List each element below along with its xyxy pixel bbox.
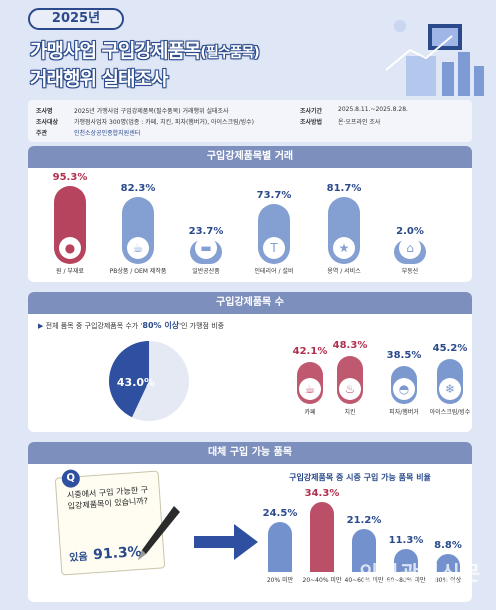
info-key: 조사대상 bbox=[36, 119, 59, 126]
chicken-icon: ♨ bbox=[339, 377, 361, 400]
info-row-period: 조사기간 2025.8.11.~2025.8.28. bbox=[300, 106, 470, 115]
watermark-subtitle: incheon metropolitan newspaper bbox=[354, 592, 470, 600]
bar bbox=[310, 502, 334, 572]
title-main: 가맹사업 구입강제품목 bbox=[30, 40, 201, 62]
desc-prefix: 전체 품목 중 구입강제품목 수가 ' bbox=[45, 322, 143, 330]
pct-label: 11.3% bbox=[388, 534, 424, 546]
industry-label: 피자/햄버거 bbox=[389, 409, 419, 416]
desc-highlight: 80% 이상 bbox=[142, 321, 180, 330]
burger-icon: ◓ bbox=[393, 378, 415, 400]
range-label: 20% 미만 bbox=[266, 577, 294, 584]
pill-bar: ☕ bbox=[122, 196, 154, 264]
category-label: 용역 / 서비스 bbox=[327, 268, 361, 275]
category-label: PB상품 / OEM 제작품 bbox=[109, 268, 167, 275]
pct-label: 23.7% bbox=[188, 226, 224, 237]
range-label: 20~40% 미만 bbox=[302, 577, 342, 584]
pill-bar: T bbox=[258, 203, 290, 264]
pill-bar: ▬ bbox=[190, 237, 222, 264]
info-value: 온·오프라인 조사 bbox=[338, 119, 381, 126]
info-row-host: 주관 인천소상공인종합지원센터 bbox=[36, 128, 276, 137]
info-key: 주관 bbox=[36, 130, 48, 137]
pie-label: 43.0% bbox=[117, 376, 155, 389]
pct-label: 95.3% bbox=[52, 171, 88, 183]
pct-label: 2.0% bbox=[396, 226, 424, 237]
answer-text: 있음 91.3% bbox=[68, 541, 142, 565]
pct-label: 8.8% bbox=[434, 540, 462, 552]
bullet-icon: ▶ bbox=[38, 322, 44, 330]
info-row-method: 조사방법 온·오프라인 조사 bbox=[300, 117, 470, 126]
section-header: 구입강제품목 수 bbox=[28, 292, 472, 314]
desc-suffix: '인 가맹점 비중 bbox=[179, 322, 225, 330]
pill-bar: ☕ bbox=[297, 361, 323, 404]
pct-label: 34.3% bbox=[304, 488, 340, 499]
cup-package-icon: ☕ bbox=[127, 236, 149, 259]
bar-chart-title: 구입강제품목 중 시중 구입 가능 품목 비율 bbox=[289, 473, 431, 482]
pie-slice bbox=[109, 341, 149, 418]
question-badge: Q bbox=[61, 469, 81, 489]
info-row-subject: 조사명 2025년 가맹사업 구입강제품목(필수품목) 거래행위 실태조사 bbox=[36, 106, 276, 115]
coffee-cup-icon: ☕ bbox=[299, 377, 321, 400]
paint-roller-icon: T bbox=[263, 236, 285, 259]
pill-bar: ♨ bbox=[337, 355, 363, 404]
arrow-right-icon bbox=[194, 524, 258, 560]
chart-illustration-icon bbox=[385, 20, 484, 96]
industry-label: 치킨 bbox=[344, 409, 356, 416]
house-icon: ⌂ bbox=[399, 237, 421, 259]
industry-label: 카페 bbox=[304, 409, 316, 416]
pct-label: 42.1% bbox=[292, 345, 328, 357]
info-row-target: 조사대상 가맹점사업자 300명(업종 : 카페, 치킨, 피자(햄버거), 아이… bbox=[36, 117, 306, 126]
section-alternatives: 대체 구입 가능 품목 구입강제품목 중 시중 구입 가능 품목 비율 24.5… bbox=[28, 442, 472, 602]
bar bbox=[394, 548, 418, 572]
pct-label: 81.7% bbox=[326, 183, 362, 194]
coffee-beans-icon: ● bbox=[59, 236, 81, 259]
pct-label: 48.3% bbox=[332, 339, 368, 351]
container-icon: ▬ bbox=[195, 237, 217, 259]
info-value: 2025.8.11.~2025.8.28. bbox=[338, 106, 408, 113]
survey-info-box: 조사명 2025년 가맹사업 구입강제품목(필수품목) 거래행위 실태조사 조사대… bbox=[28, 100, 472, 142]
bar bbox=[352, 528, 376, 572]
category-label: 일반공산품 bbox=[192, 268, 220, 275]
info-key: 조사기간 bbox=[300, 108, 323, 115]
industry-label: 아이스크림/빙수 bbox=[429, 409, 471, 416]
pill-bar: ❄ bbox=[437, 358, 463, 404]
section-header: 대체 구입 가능 품목 bbox=[28, 442, 472, 464]
pct-label: 73.7% bbox=[256, 189, 292, 201]
category-label: 부동산 bbox=[401, 268, 419, 275]
pill-bar: ⌂ bbox=[394, 237, 426, 264]
info-key: 조사방법 bbox=[300, 119, 323, 126]
section-item-count: 구입강제품목 수 ▶ 전체 품목 중 구입강제품목 수가 '80% 이상'인 가… bbox=[28, 292, 472, 432]
section-header: 구입강제품목별 거래 bbox=[28, 146, 472, 168]
pct-label: 38.5% bbox=[386, 349, 422, 361]
year-badge: 2025년 bbox=[28, 8, 124, 30]
category-label: 원 / 부재료 bbox=[56, 268, 84, 275]
pct-label: 45.2% bbox=[432, 342, 468, 354]
shaved-ice-icon: ❄ bbox=[439, 377, 461, 400]
bar bbox=[436, 554, 460, 572]
info-value: 인천소상공인종합지원센터 bbox=[74, 130, 141, 137]
page-title-line1: 가맹사업 구입강제품목(필수품목) bbox=[30, 36, 260, 63]
watermark-logo: 인천광역신문 bbox=[359, 561, 482, 585]
pct-label: 24.5% bbox=[262, 508, 298, 519]
pill-bar: ★ bbox=[328, 197, 360, 264]
range-label: 80% 이상 bbox=[434, 577, 462, 584]
pill-bar: ● bbox=[54, 185, 86, 264]
info-value: 가맹점사업자 300명(업종 : 카페, 치킨, 피자(햄버거), 아이스크림/… bbox=[74, 119, 255, 126]
info-value: 2025년 가맹사업 구입강제품목(필수품목) 거래행위 실태조사 bbox=[74, 108, 229, 115]
section-item-trades: 구입강제품목별 거래 ● 95.3% 원 / 부재료 ☕ 82.3% PB상품 / OEM… bbox=[28, 146, 472, 282]
answer-prefix: 있음 bbox=[68, 551, 89, 564]
pen-icon bbox=[138, 506, 180, 560]
range-label: 60~80% 미만 bbox=[386, 577, 426, 584]
pill-bar: ◓ bbox=[391, 365, 417, 404]
pie-chart: 43.0% bbox=[109, 341, 189, 421]
section2-description: ▶ 전체 품목 중 구입강제품목 수가 '80% 이상'인 가맹점 비중 bbox=[38, 320, 224, 331]
title-paren: (필수품목) bbox=[200, 45, 259, 61]
service-stars-icon: ★ bbox=[333, 236, 355, 259]
info-key: 조사명 bbox=[36, 108, 53, 115]
pct-label: 21.2% bbox=[346, 514, 382, 526]
pct-label: 82.3% bbox=[120, 182, 156, 194]
range-label: 40~60% 미만 bbox=[344, 577, 384, 584]
bar bbox=[268, 522, 292, 572]
page-title-line2: 거래행위 실태조사 bbox=[30, 68, 168, 90]
category-label: 인테리어 / 설비 bbox=[254, 268, 294, 275]
